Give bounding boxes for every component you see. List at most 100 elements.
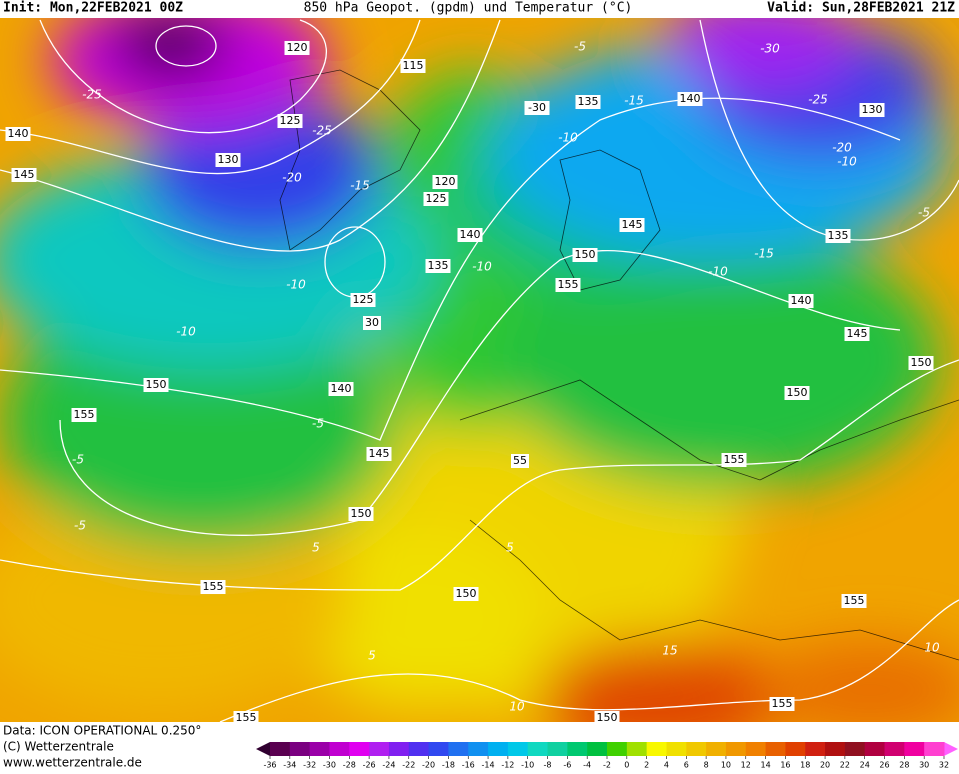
contour: [0, 359, 959, 591]
colorbar-segment: [706, 742, 727, 756]
geopotential-label-box: [215, 153, 241, 167]
colorbar-tick-label: 4: [664, 761, 669, 770]
temperature-label: -5: [312, 417, 324, 431]
geopotential-label-box: [366, 447, 392, 461]
colorbar-segment: [369, 742, 390, 756]
coastline: [459, 379, 959, 481]
geopotential-label-box: [457, 228, 483, 242]
geopotential-label: 135: [828, 229, 849, 242]
geopotential-label: 155: [74, 408, 95, 421]
colorbar-tick-label: -14: [482, 761, 495, 770]
colorbar-segment: [904, 742, 925, 756]
coastline: [559, 149, 661, 291]
colorbar-segment: [587, 742, 608, 756]
colorbar: -36 -34 -32 -30 -28 -26 -24 -22 -20 -18 -16 -14 -12-…: [263, 742, 949, 770]
geopotential-label: 130: [862, 103, 883, 116]
colorbar-tick-label: -36: [263, 761, 276, 770]
colorbar-tick-label: 24: [860, 761, 870, 770]
colorbar-tick-label: -4: [583, 761, 591, 770]
colorbar-tick-label: -16: [462, 761, 475, 770]
geopotential-label: 120: [435, 175, 456, 188]
geopotential-label-box: [841, 594, 867, 608]
colorbar-segment: [924, 742, 945, 756]
colorbar-tick-label: -30: [323, 761, 336, 770]
geopotential-label: 125: [280, 114, 301, 127]
geopotential-label-box: [200, 580, 226, 594]
geopotential-label: 155: [236, 711, 257, 724]
colorbar-segment: [309, 742, 330, 756]
colorbar-tick-label: 22: [840, 761, 850, 770]
hot-area: [760, 640, 959, 722]
geopotential-label: 145: [622, 218, 643, 231]
temperature-label: -15: [350, 179, 370, 193]
geopotential-label: -30: [528, 101, 546, 114]
colorbar-segment: [844, 742, 866, 756]
geopotential-label-box: [844, 327, 870, 341]
geopotential-label-box: [432, 175, 458, 189]
temperature-label: -10: [558, 131, 578, 145]
geopotential-label-box: [825, 229, 851, 243]
geopotential-label: 155: [844, 594, 865, 607]
temperature-label: -5: [574, 40, 586, 54]
geopotential-label-box: [425, 259, 451, 273]
temperature-label: 15: [662, 644, 677, 658]
colorbar-segment: [646, 742, 667, 756]
colorbar-tick-label: 20: [820, 761, 830, 770]
geopotential-label-box: [363, 316, 381, 330]
colorbar-segment: [666, 742, 687, 756]
geopotential-label-box: [769, 697, 795, 711]
geopotential-label: 30: [365, 316, 379, 329]
geopotential-label: 150: [146, 378, 167, 391]
temperature-label: 5: [312, 541, 320, 555]
temperature-label: -20: [832, 141, 852, 155]
colorbar-tick-label: -26: [363, 761, 376, 770]
colorbar-tick-label: 0: [624, 761, 629, 770]
geopotential-label: 150: [351, 507, 372, 520]
geopotential-label: 150: [456, 587, 477, 600]
temperature-label: -10: [286, 278, 306, 292]
temperature-label: -15: [624, 94, 644, 108]
geopotential-label: 120: [287, 41, 308, 54]
contour: [0, 19, 501, 252]
temperature-label: 10: [509, 700, 525, 714]
geopotential-label: 125: [353, 293, 374, 306]
copyright: (C) Wetterzentrale: [3, 740, 114, 754]
colorbar-tick-label: -28: [343, 761, 356, 770]
geopotential-label: 140: [8, 127, 29, 140]
colorbar-tick-label: -34: [283, 761, 296, 770]
warm-area: [300, 530, 540, 710]
colorbar-segment: [507, 742, 529, 756]
geopotential-label: 150: [787, 386, 808, 399]
colorbar-tick-label: -22: [402, 761, 415, 770]
geopotential-label: 145: [847, 327, 868, 340]
geopotential-label: 150: [575, 248, 596, 261]
colorbar-tick-label: -12: [501, 761, 514, 770]
geopotential-label: 155: [772, 697, 793, 710]
contour: [59, 250, 901, 536]
geopotential-label-box: [143, 378, 169, 392]
temperature-label: -10: [472, 260, 492, 274]
temperature-label: -5: [918, 206, 930, 220]
frigid-core: [110, 18, 230, 77]
contours: [0, 19, 959, 722]
geopotential-label: 155: [558, 278, 579, 291]
geopotential-label: 140: [460, 228, 481, 241]
geopotential-label: 155: [724, 453, 745, 466]
colorbar-tick-label: -20: [422, 761, 435, 770]
geopotential-label-box: [619, 218, 645, 232]
geopotential-label-box: [348, 507, 374, 521]
frigid-area: [660, 18, 860, 90]
colorbar-tick-label: -6: [563, 761, 571, 770]
contour: [699, 19, 959, 241]
colorbar-segment: [785, 742, 806, 756]
init-time: Init: Mon,22FEB2021 00Z: [3, 1, 183, 16]
temperature-label: -5: [74, 519, 86, 533]
geopotential-label-box: [721, 453, 747, 467]
temperature-label: -25: [312, 124, 332, 138]
geopotential-label-box: [784, 386, 810, 400]
colorbar-tick-label: -2: [603, 761, 611, 770]
geopotential-label: 130: [218, 153, 239, 166]
geopotential-label: 55: [513, 454, 527, 467]
geopotential-label-box: [677, 92, 703, 106]
geopotential-label-box: [11, 168, 37, 182]
